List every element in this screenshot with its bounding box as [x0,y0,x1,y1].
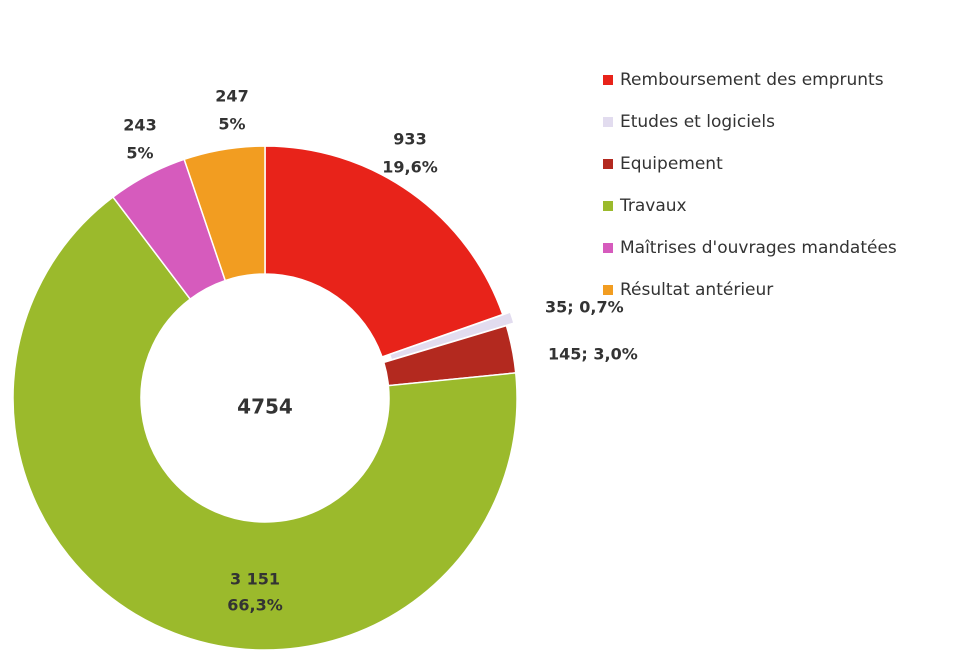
legend-swatch [603,201,613,211]
legend-swatch [603,117,613,127]
data-label: 35; 0,7% [545,298,624,317]
legend-swatch [603,159,613,169]
data-label: 5% [218,115,245,134]
data-label: 66,3% [227,596,283,615]
legend-label: Travaux [619,196,687,216]
data-label: 5% [126,144,153,163]
legend-label: Maîtrises d'ouvrages mandatées [620,238,897,258]
data-label: 933 [393,130,426,149]
legend-swatch [603,75,613,85]
data-label: 243 [123,116,156,135]
donut-slice [183,145,266,282]
legend-label: Etudes et logiciels [620,112,775,132]
legend-swatch [603,285,613,295]
donut-slice [12,195,518,651]
data-label: 19,6% [382,158,438,177]
donut-slice [264,145,504,358]
data-label: 247 [215,87,248,106]
legend-label: Résultat antérieur [620,280,773,300]
legend-swatch [603,243,613,253]
data-label: 145; 3,0% [548,345,638,364]
data-label: 3 151 [230,570,280,589]
legend-label: Remboursement des emprunts [620,70,884,90]
legend-label: Equipement [620,154,723,174]
center-label: 4754 [237,395,293,419]
